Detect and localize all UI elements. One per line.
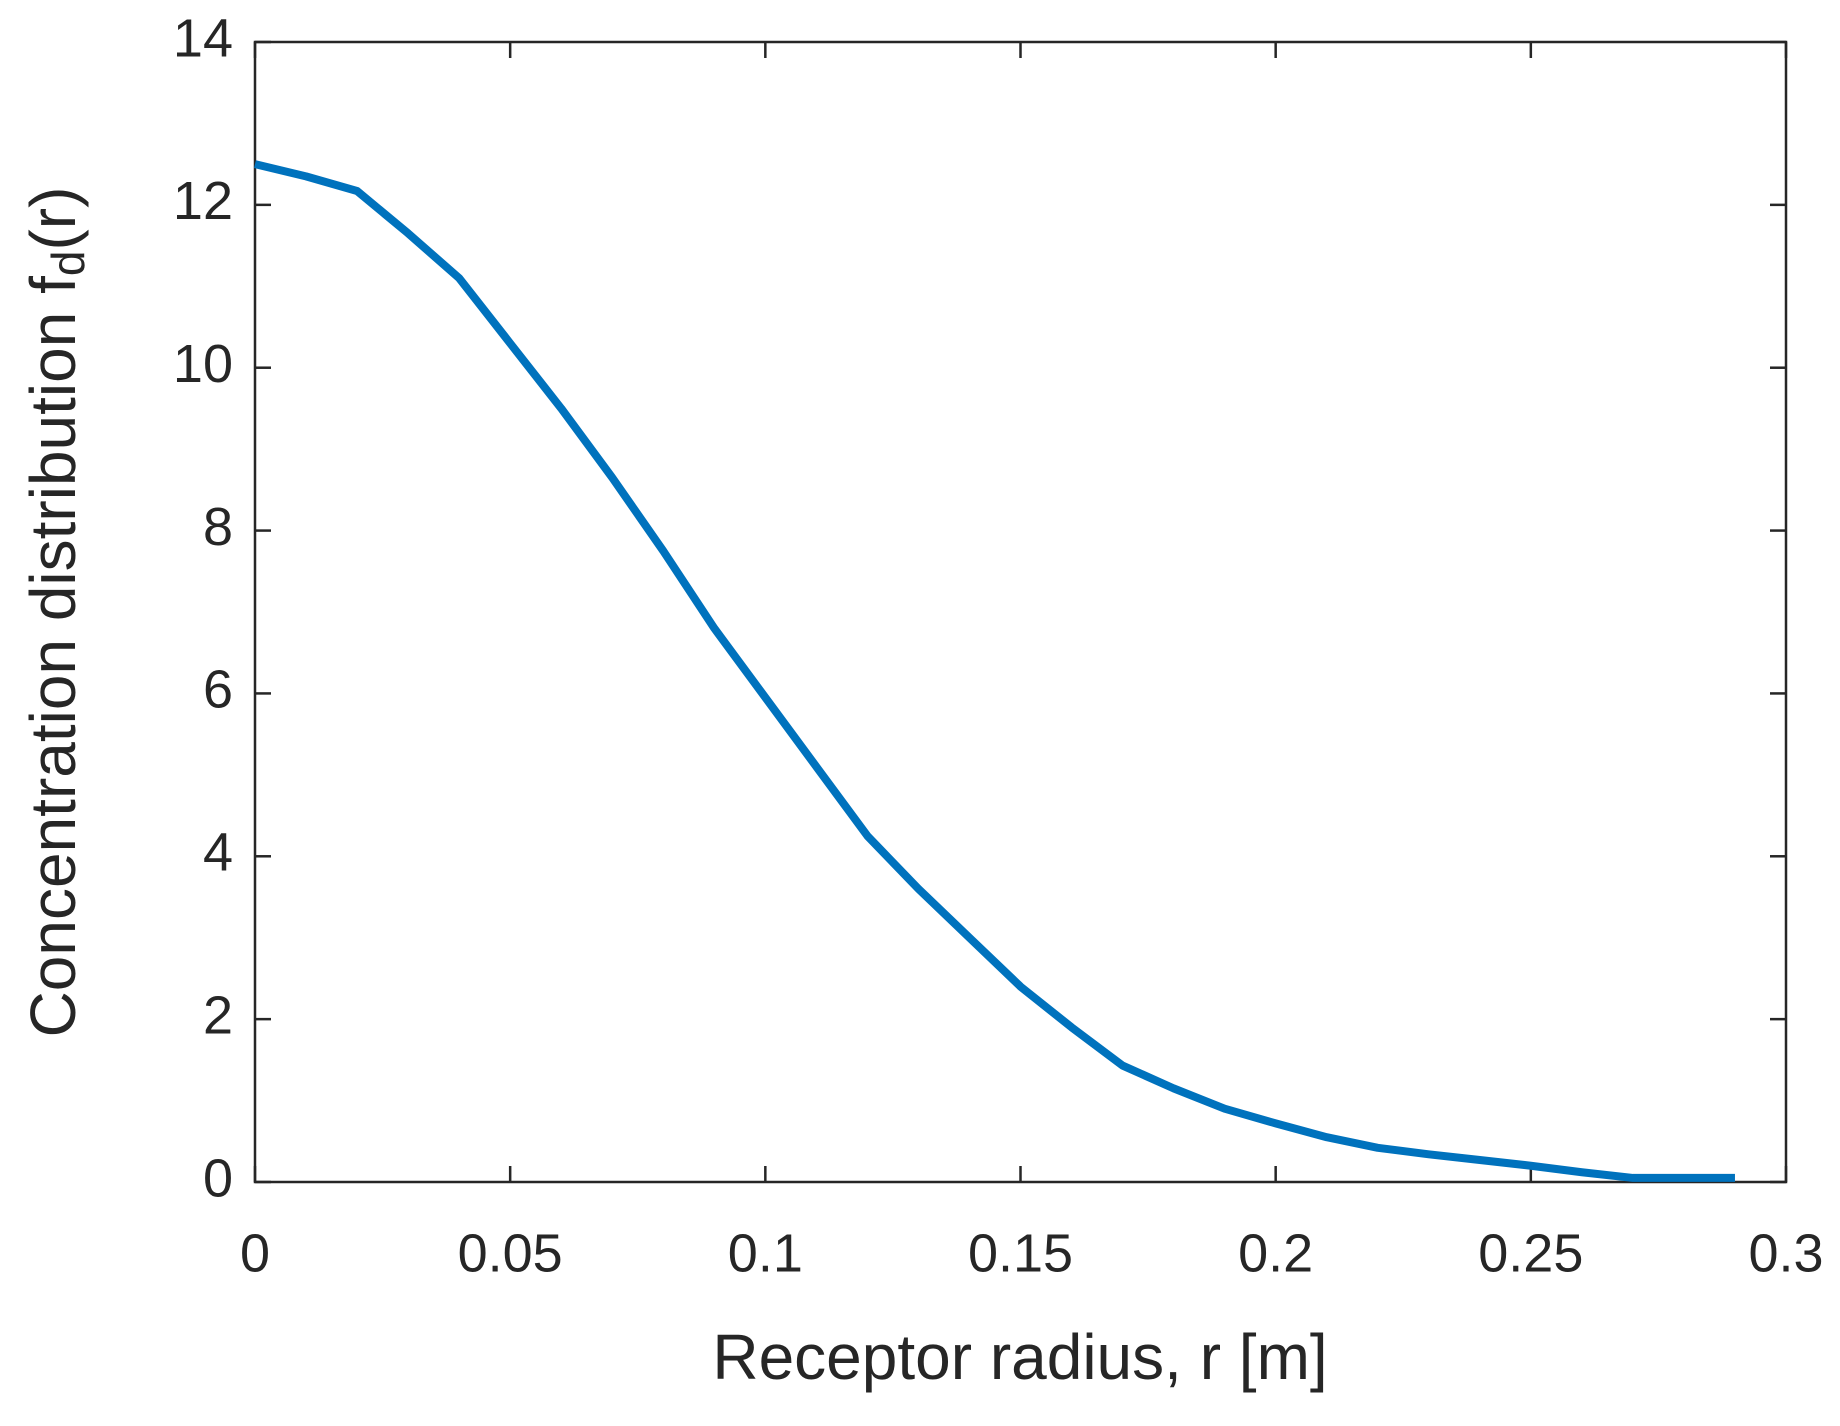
y-label-main: Concentration distribution f bbox=[17, 276, 89, 1038]
x-axis-label: Receptor radius, r [m] bbox=[712, 1321, 1327, 1393]
y-tick-label: 2 bbox=[203, 985, 233, 1045]
y-tick-label: 10 bbox=[173, 334, 233, 394]
x-tick-label: 0.2 bbox=[1238, 1223, 1313, 1283]
y-tick-label: 12 bbox=[173, 171, 233, 231]
x-tick-label: 0.3 bbox=[1748, 1223, 1823, 1283]
x-tick-label: 0 bbox=[240, 1223, 270, 1283]
y-tick-label: 6 bbox=[203, 660, 233, 720]
y-label-end: (r) bbox=[17, 187, 89, 251]
x-tick-label: 0.1 bbox=[728, 1223, 803, 1283]
x-tick-label: 0.05 bbox=[458, 1223, 563, 1283]
y-tick-label: 0 bbox=[203, 1148, 233, 1208]
x-tick-label: 0.25 bbox=[1478, 1223, 1583, 1283]
data-line bbox=[254, 160, 1735, 1182]
y-tick-label: 14 bbox=[173, 8, 233, 68]
y-tick-label: 4 bbox=[203, 823, 233, 883]
y-axis-label: Concentration distribution fd(r) bbox=[17, 187, 94, 1038]
x-tick-label: 0.15 bbox=[968, 1223, 1073, 1283]
y-tick-label: 8 bbox=[203, 497, 233, 557]
plot-area bbox=[253, 40, 1788, 1184]
y-label-subscript: d bbox=[42, 251, 94, 277]
